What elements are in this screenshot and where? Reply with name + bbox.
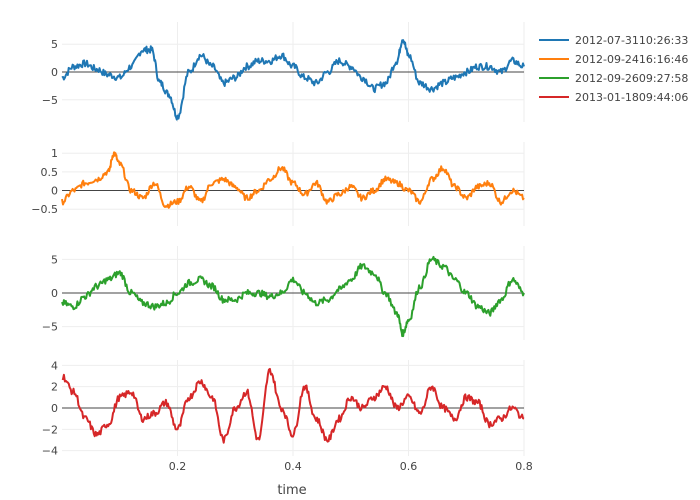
x-tick-label: 0.4 (284, 460, 302, 473)
y-tick-label: −5 (42, 321, 58, 334)
y-tick-label: 5 (51, 253, 58, 266)
x-tick-label: 0.8 (515, 460, 533, 473)
series-line-1[interactable] (61, 39, 525, 121)
y-tick-label: 2 (51, 381, 58, 394)
y-tick-label: 4 (51, 359, 58, 372)
series-line-4[interactable] (61, 367, 525, 444)
legend-label: 2012-09-2609:27:58 (575, 72, 688, 85)
y-tick-label: 5 (51, 38, 58, 51)
y-tick-label: −2 (42, 423, 58, 436)
legend-label: 2012-09-2416:16:46 (575, 53, 688, 66)
y-tick-label: 1 (51, 147, 58, 160)
x-tick-label: 0.6 (400, 460, 418, 473)
y-tick-label: −4 (42, 445, 58, 458)
y-tick-label: 0 (51, 185, 58, 198)
subplot-2: −0.5 0 0.5 1 (31, 142, 525, 226)
y-tick-label: 0 (51, 287, 58, 300)
series-line-2[interactable] (61, 151, 525, 209)
legend-item-3[interactable]: 2012-09-2609:27:58 (539, 72, 688, 85)
subplot-3: −5 0 5 (42, 246, 525, 340)
subplots-layer: −5 0 5 −0.5 0 0.5 1 −5 0 5 −4 −2 0 2 4 (31, 22, 525, 458)
legend-item-4[interactable]: 2013-01-1809:44:06 (539, 91, 688, 104)
subplot-1: −5 0 5 (42, 22, 525, 122)
legend[interactable]: 2012-07-3110:26:33 2012-09-2416:16:46 2012… (539, 34, 688, 104)
legend-label: 2013-01-1809:44:06 (575, 91, 688, 104)
y-tick-label: −5 (42, 94, 58, 107)
series-line-3[interactable] (61, 255, 525, 338)
y-tick-label: −0.5 (31, 203, 58, 216)
y-tick-label: 0.5 (41, 166, 59, 179)
legend-item-2[interactable]: 2012-09-2416:16:46 (539, 53, 688, 66)
x-axis-title: time (277, 483, 306, 498)
legend-label: 2012-07-3110:26:33 (575, 34, 688, 47)
x-tick-label: 0.2 (169, 460, 187, 473)
y-tick-label: 0 (51, 402, 58, 415)
y-tick-label: 0 (51, 66, 58, 79)
legend-item-1[interactable]: 2012-07-3110:26:33 (539, 34, 688, 47)
subplot-4: −4 −2 0 2 4 (42, 359, 525, 458)
x-axis: 0.2 0.4 0.6 0.8 (169, 460, 533, 473)
